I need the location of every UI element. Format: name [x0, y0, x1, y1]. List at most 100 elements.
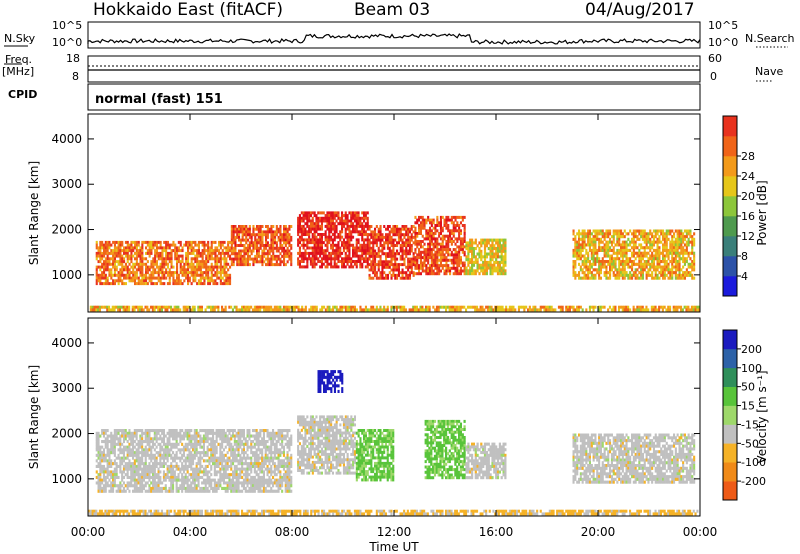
- echo-cell: [407, 260, 410, 264]
- echo-cell: [124, 484, 127, 488]
- echo-cell: [623, 273, 626, 277]
- echo-cell: [427, 229, 430, 233]
- echo-cell: [685, 308, 688, 312]
- echo-cell: [640, 260, 643, 264]
- echo-cell: [232, 235, 235, 239]
- echo-cell: [184, 305, 187, 309]
- echo-cell: [372, 252, 375, 256]
- echo-cell: [463, 261, 466, 265]
- echo-cell: [95, 308, 98, 312]
- echo-cell: [463, 272, 466, 276]
- echo-cell: [456, 240, 459, 243]
- echo-cell: [168, 254, 171, 258]
- echo-cell: [487, 241, 490, 245]
- echo-cell: [467, 247, 470, 251]
- echo-cell: [133, 305, 136, 309]
- echo-cell: [306, 238, 309, 242]
- echo-cell: [113, 279, 116, 283]
- echo-cell: [99, 481, 102, 485]
- echo-cell: [410, 246, 413, 250]
- echo-cell: [297, 227, 300, 231]
- echo-cell: [132, 271, 135, 275]
- echo-cell: [656, 254, 659, 258]
- echo-cell: [132, 451, 135, 455]
- echo-cell: [309, 238, 312, 242]
- echo-cell: [190, 262, 193, 266]
- echo-cell: [146, 440, 149, 444]
- echo-cell: [232, 252, 235, 256]
- echo-cell: [390, 268, 393, 272]
- echo-cell: [177, 257, 180, 261]
- echo-cell: [237, 308, 240, 312]
- echo-cell: [609, 268, 612, 272]
- echo-cell: [190, 249, 193, 253]
- echo-cell: [284, 244, 287, 247]
- echo-cell: [493, 247, 496, 251]
- echo-cell: [137, 448, 140, 452]
- echo-cell: [448, 305, 451, 309]
- echo-cell: [324, 238, 327, 242]
- echo-cell: [331, 238, 334, 242]
- echo-cell: [496, 263, 500, 267]
- echo-cell: [683, 229, 686, 233]
- echo-cell: [685, 273, 688, 277]
- echo-cell: [146, 251, 149, 255]
- echo-cell: [685, 229, 688, 233]
- echo-cell: [148, 448, 151, 452]
- echo-cell: [667, 305, 670, 309]
- echo-cell: [427, 248, 430, 252]
- echo-cell: [612, 237, 615, 241]
- echo-cell: [157, 271, 160, 275]
- echo-cell: [483, 266, 487, 270]
- echo-cell: [521, 305, 524, 309]
- echo-cell: [339, 222, 342, 226]
- echo-cell: [161, 448, 164, 452]
- echo-cell: [364, 216, 367, 220]
- echo-cell: [99, 459, 102, 463]
- echo-cell: [238, 244, 241, 247]
- echo-cell: [494, 308, 497, 312]
- echo-cell: [401, 308, 404, 312]
- echo-cell: [463, 237, 466, 241]
- echo-cell: [691, 265, 694, 269]
- echo-cell: [152, 271, 155, 275]
- echo-cell: [656, 262, 659, 266]
- echo-cell: [678, 276, 681, 280]
- echo-cell: [112, 448, 115, 452]
- echo-cell: [363, 224, 366, 228]
- echo-cell: [693, 251, 696, 255]
- echo-cell: [261, 263, 264, 267]
- echo-cell: [429, 269, 432, 273]
- echo-cell: [649, 229, 652, 233]
- echo-cell: [359, 260, 362, 263]
- echo-cell: [221, 249, 224, 253]
- echo-cell: [323, 305, 326, 309]
- echo-cell: [139, 459, 142, 463]
- echo-cell: [599, 240, 602, 244]
- echo-cell: [414, 261, 417, 265]
- echo-cell: [257, 305, 260, 309]
- echo-cell: [576, 305, 579, 309]
- echo-cell: [364, 233, 367, 236]
- echo-cell: [465, 241, 468, 245]
- echo-cell: [194, 257, 197, 261]
- echo-cell: [429, 242, 432, 246]
- echo-cell: [396, 249, 399, 253]
- echo-cell: [488, 305, 491, 309]
- echo-cell: [101, 478, 104, 482]
- echo-cell: [324, 243, 327, 247]
- echo-cell: [108, 246, 111, 250]
- echo-cell: [150, 273, 153, 277]
- echo-cell: [350, 230, 353, 234]
- echo-cell: [456, 229, 459, 233]
- echo-cell: [95, 276, 98, 280]
- echo-cell: [132, 462, 135, 466]
- echo-cell: [124, 305, 127, 309]
- echo-cell: [155, 434, 158, 438]
- echo-cell: [596, 237, 599, 241]
- echo-cell: [257, 246, 260, 250]
- station-title: Hokkaido East (fitACF): [93, 0, 284, 20]
- echo-cell: [326, 260, 329, 263]
- echo-cell: [133, 481, 136, 485]
- echo-cell: [227, 243, 230, 247]
